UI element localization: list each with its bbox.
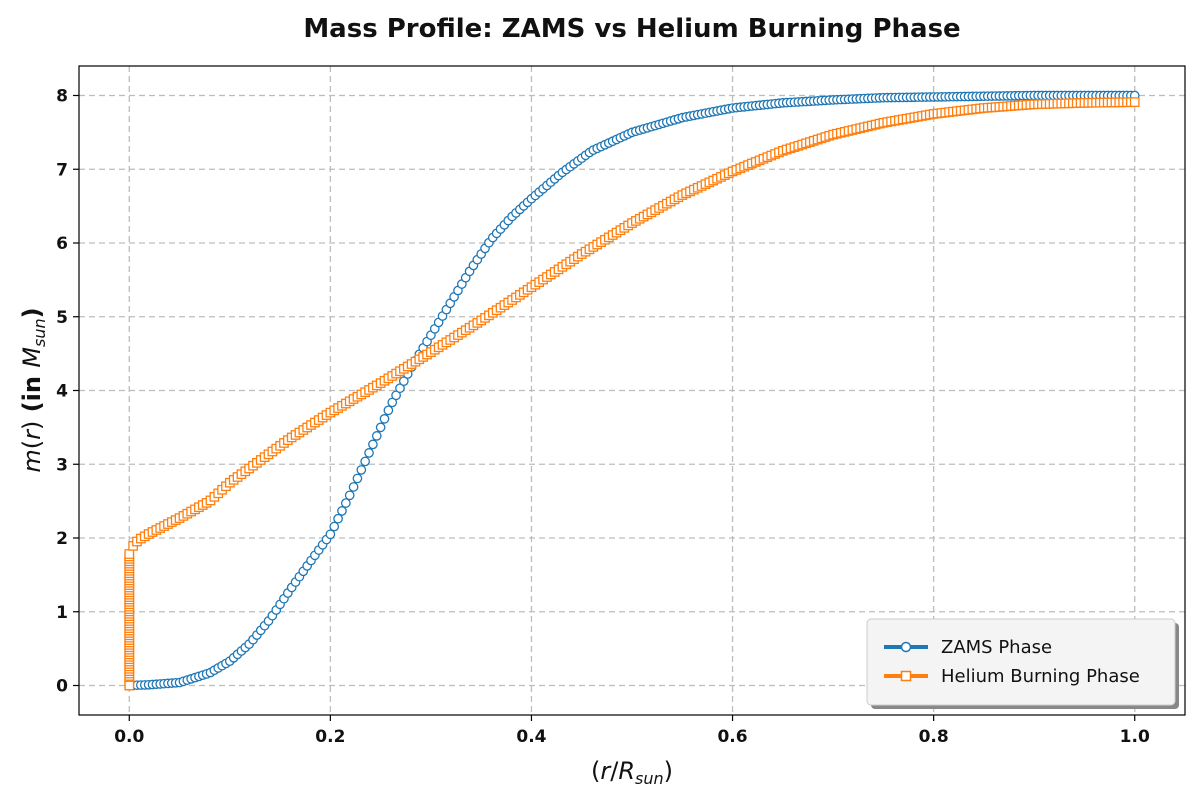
data-point [325, 529, 336, 540]
y-tick-label: 7 [56, 160, 68, 180]
data-point [383, 405, 394, 416]
y-tick-label: 4 [56, 382, 68, 402]
x-tick-label: 1.0 [1120, 727, 1150, 747]
data-point [124, 680, 135, 691]
legend-label-helium: Helium Burning Phase [941, 666, 1140, 687]
y-tick-label: 0 [56, 677, 68, 697]
x-tick-label: 0.2 [315, 727, 345, 747]
series-layer [124, 90, 1140, 691]
x-axis-label: (r/Rsun) [591, 757, 673, 788]
data-point [379, 414, 390, 424]
y-axis-label: m(r) (in Msun) [18, 307, 49, 472]
legend-marker-zams [900, 641, 912, 653]
series-zams-phase [124, 90, 1140, 691]
x-tick-label: 0.4 [516, 727, 546, 747]
y-tick-label: 6 [56, 234, 68, 254]
y-tick-label: 5 [56, 308, 68, 328]
data-point [340, 498, 351, 508]
data-point [337, 506, 347, 516]
legend-box [866, 618, 1176, 706]
x-tick-label: 0.8 [919, 727, 949, 747]
data-point [344, 490, 355, 501]
grid-lines [79, 66, 1185, 715]
y-tick-label: 3 [56, 455, 68, 475]
data-point [1129, 97, 1140, 107]
data-point [360, 456, 371, 467]
x-tick-label: 0.0 [114, 727, 144, 747]
legend-label-zams: ZAMS Phase [941, 637, 1052, 658]
legend-marker-helium [900, 670, 912, 682]
x-tick-label: 0.6 [717, 727, 747, 747]
data-point [364, 448, 374, 458]
y-tick-label: 1 [56, 603, 68, 623]
axis-ticks: 0.0 0.2 0.4 0.6 0.8 1.0 0 1 2 3 4 5 6 7 8 [56, 87, 1150, 748]
data-point [348, 482, 359, 492]
data-point [375, 422, 386, 433]
data-point [329, 521, 340, 532]
data-point [371, 431, 382, 441]
data-point [124, 549, 135, 559]
data-point [368, 439, 378, 450]
y-tick-label: 8 [56, 87, 68, 107]
data-point [352, 473, 363, 484]
data-point [356, 465, 367, 475]
y-tick-label: 2 [56, 529, 68, 549]
chart-title: Mass Profile: ZAMS vs Helium Burning Pha… [303, 14, 960, 44]
legend: ZAMS Phase Helium Burning Phase [866, 618, 1179, 709]
data-point [333, 513, 343, 524]
series-helium-burning-phase [124, 97, 1140, 691]
